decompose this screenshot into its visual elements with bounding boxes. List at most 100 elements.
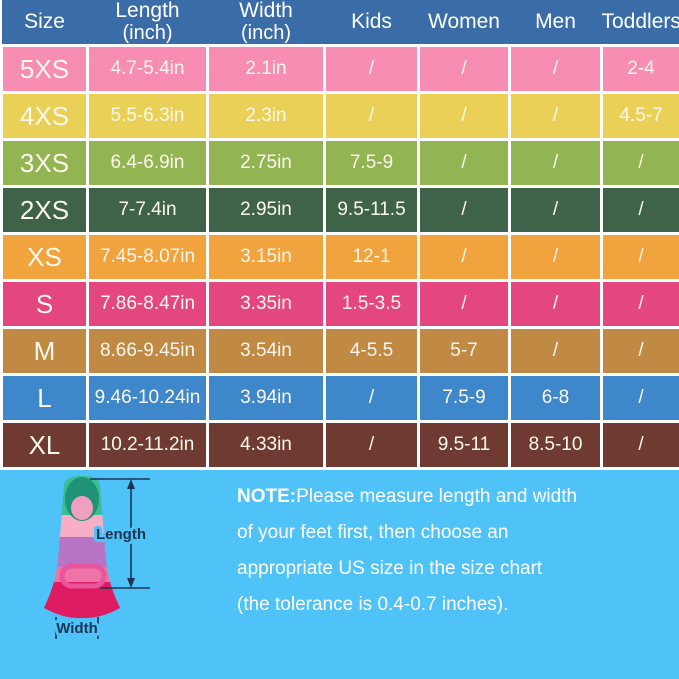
- size-table-body: 5XS 4.7-5.4in 2.1in / //2-4 4XS 5.5-6.3in 2.3in…: [0, 44, 679, 470]
- col-header-toddlers: Toddlers: [601, 0, 679, 46]
- table-row: 4XS 5.5-6.3in 2.3in / //4.5-7: [0, 91, 679, 141]
- cell-toddlers: 4.5-7: [600, 91, 679, 141]
- note-line-1: Please measure length and width: [296, 486, 578, 507]
- cell-kids: /: [323, 420, 420, 470]
- cell-size: 4XS: [0, 91, 89, 141]
- cell-width: 4.33in: [206, 420, 326, 470]
- col-header-size: Size: [1, 0, 88, 46]
- col-header-men: Men: [509, 0, 602, 46]
- cell-width: 2.3in: [206, 91, 326, 141]
- cell-kids: /: [323, 91, 420, 141]
- cell-kids: 9.5-11.5: [323, 185, 420, 235]
- length-label: Length: [96, 526, 146, 543]
- header-row: Size Length (inch) Width (inch) Kids Women…: [1, 0, 679, 46]
- cell-length: 7-7.4in: [86, 185, 209, 235]
- cell-women: /: [417, 44, 511, 94]
- cell-men: 6-8: [508, 373, 603, 423]
- cell-men: /: [508, 326, 603, 376]
- cell-toddlers: /: [600, 326, 679, 376]
- cell-width: 3.54in: [206, 326, 326, 376]
- cell-length: 7.86-8.47in: [86, 279, 209, 329]
- cell-width: 3.15in: [206, 232, 326, 282]
- cell-men: /: [508, 91, 603, 141]
- cell-toddlers: 2-4: [600, 44, 679, 94]
- cell-men: 8.5-10: [508, 420, 603, 470]
- cell-women: /: [417, 91, 511, 141]
- cell-length: 6.4-6.9in: [86, 138, 209, 188]
- footer-note-section: Length Width NOTE:Please measure length …: [0, 470, 679, 679]
- cell-length: 7.45-8.07in: [86, 232, 209, 282]
- cell-width: 3.94in: [206, 373, 326, 423]
- cell-size: 5XS: [0, 44, 89, 94]
- table-row: 2XS 7-7.4in 2.95in 9.5-11.5// /: [0, 185, 679, 235]
- length-measure-line: [90, 478, 150, 589]
- table-row: XS 7.45-8.07in 3.15in 12-1// /: [0, 232, 679, 282]
- col-header-women: Women: [418, 0, 510, 46]
- table-row: 5XS 4.7-5.4in 2.1in / //2-4: [0, 44, 679, 94]
- cell-length: 4.7-5.4in: [86, 44, 209, 94]
- cell-kids: 12-1: [323, 232, 420, 282]
- cell-women: /: [417, 232, 511, 282]
- note-line: (the tolerance is 0.4-0.7 inches).: [237, 594, 509, 615]
- table-row: S 7.86-8.47in 3.35in 1.5-3.5// /: [0, 279, 679, 329]
- cell-women: 7.5-9: [417, 373, 511, 423]
- col-header-width: Width (inch): [207, 0, 325, 46]
- cell-kids: 1.5-3.5: [323, 279, 420, 329]
- cell-length: 10.2-11.2in: [86, 420, 209, 470]
- cell-width: 3.35in: [206, 279, 326, 329]
- cell-width: 2.1in: [206, 44, 326, 94]
- cell-toddlers: /: [600, 279, 679, 329]
- cell-size: M: [0, 326, 89, 376]
- fin-measurement-diagram: Length Width: [0, 470, 235, 679]
- cell-size: 2XS: [0, 185, 89, 235]
- cell-toddlers: /: [600, 420, 679, 470]
- cell-kids: /: [323, 44, 420, 94]
- col-header-length: Length (inch): [87, 0, 208, 46]
- cell-size: S: [0, 279, 89, 329]
- fin-illustration: [44, 476, 120, 619]
- cell-women: /: [417, 138, 511, 188]
- cell-width: 2.95in: [206, 185, 326, 235]
- cell-width: 2.75in: [206, 138, 326, 188]
- cell-toddlers: /: [600, 373, 679, 423]
- cell-men: /: [508, 232, 603, 282]
- width-measure-line: [55, 617, 99, 639]
- note-text: NOTE:Please measure length and width of …: [235, 470, 679, 679]
- cell-toddlers: /: [600, 138, 679, 188]
- note-line: appropriate US size in the size chart: [237, 558, 543, 579]
- cell-length: 5.5-6.3in: [86, 91, 209, 141]
- cell-toddlers: /: [600, 185, 679, 235]
- cell-size: XS: [0, 232, 89, 282]
- size-table: Size Length (inch) Width (inch) Kids Women…: [0, 0, 679, 470]
- note-line: NOTE:Please measure length and width: [237, 486, 669, 508]
- cell-toddlers: /: [600, 232, 679, 282]
- table-row: L 9.46-10.24in 3.94in/7.5-9 6-8/: [0, 373, 679, 423]
- cell-size: L: [0, 373, 89, 423]
- note-prefix: NOTE:: [237, 486, 297, 507]
- width-label: Width: [56, 620, 98, 637]
- cell-women: 5-7: [417, 326, 511, 376]
- fin-diagram-svg: Length Width: [44, 476, 150, 640]
- cell-kids: /: [323, 373, 420, 423]
- cell-size: 3XS: [0, 138, 89, 188]
- cell-length: 8.66-9.45in: [86, 326, 209, 376]
- cell-size: XL: [0, 420, 89, 470]
- cell-men: /: [508, 185, 603, 235]
- table-header: Size Length (inch) Width (inch) Kids Women…: [1, 0, 679, 46]
- cell-length: 9.46-10.24in: [86, 373, 209, 423]
- foot-strap: [59, 563, 107, 589]
- cell-kids: 7.5-9: [323, 138, 420, 188]
- cell-kids: 4-5.5: [323, 326, 420, 376]
- cell-women: /: [417, 185, 511, 235]
- cell-men: /: [508, 44, 603, 94]
- table-row: XL 10.2-11.2in 4.33in/9.5-11 8.5-10/: [0, 420, 679, 470]
- table-row: M 8.66-9.45in 3.54in 4-5.5 5-7//: [0, 326, 679, 376]
- table-row: 3XS 6.4-6.9in 2.75in 7.5-9// /: [0, 138, 679, 188]
- col-header-kids: Kids: [324, 0, 419, 46]
- cell-women: /: [417, 279, 511, 329]
- cell-women: 9.5-11: [417, 420, 511, 470]
- cell-men: /: [508, 279, 603, 329]
- note-line: of your feet first, then choose an: [237, 522, 509, 543]
- cell-men: /: [508, 138, 603, 188]
